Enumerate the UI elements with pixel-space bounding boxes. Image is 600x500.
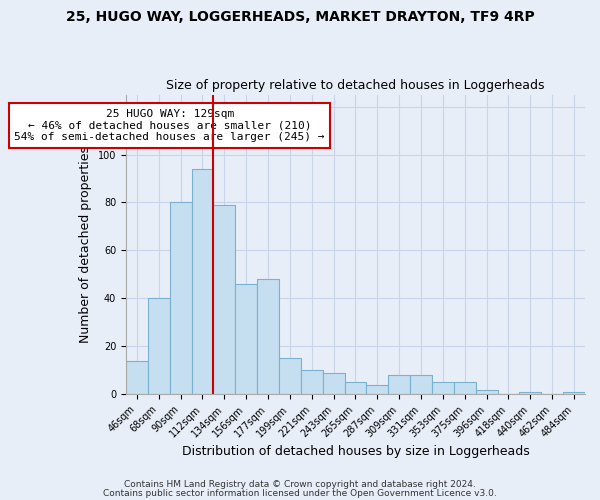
Bar	[410, 375, 432, 394]
Bar	[388, 375, 410, 394]
Bar	[367, 384, 388, 394]
Text: Contains HM Land Registry data © Crown copyright and database right 2024.: Contains HM Land Registry data © Crown c…	[124, 480, 476, 489]
Title: Size of property relative to detached houses in Loggerheads: Size of property relative to detached ho…	[166, 79, 545, 92]
Bar	[476, 390, 497, 394]
Bar	[148, 298, 170, 394]
Bar	[126, 360, 148, 394]
X-axis label: Distribution of detached houses by size in Loggerheads: Distribution of detached houses by size …	[182, 444, 529, 458]
Text: 25, HUGO WAY, LOGGERHEADS, MARKET DRAYTON, TF9 4RP: 25, HUGO WAY, LOGGERHEADS, MARKET DRAYTO…	[65, 10, 535, 24]
Bar	[170, 202, 191, 394]
Bar	[191, 169, 214, 394]
Y-axis label: Number of detached properties: Number of detached properties	[79, 146, 92, 343]
Bar	[323, 372, 344, 394]
Bar	[454, 382, 476, 394]
Bar	[235, 284, 257, 395]
Text: 25 HUGO WAY: 129sqm
← 46% of detached houses are smaller (210)
54% of semi-detac: 25 HUGO WAY: 129sqm ← 46% of detached ho…	[14, 109, 325, 142]
Bar	[520, 392, 541, 394]
Bar	[432, 382, 454, 394]
Bar	[214, 205, 235, 394]
Bar	[301, 370, 323, 394]
Bar	[279, 358, 301, 394]
Text: Contains public sector information licensed under the Open Government Licence v3: Contains public sector information licen…	[103, 488, 497, 498]
Bar	[344, 382, 367, 394]
Bar	[563, 392, 585, 394]
Bar	[257, 279, 279, 394]
